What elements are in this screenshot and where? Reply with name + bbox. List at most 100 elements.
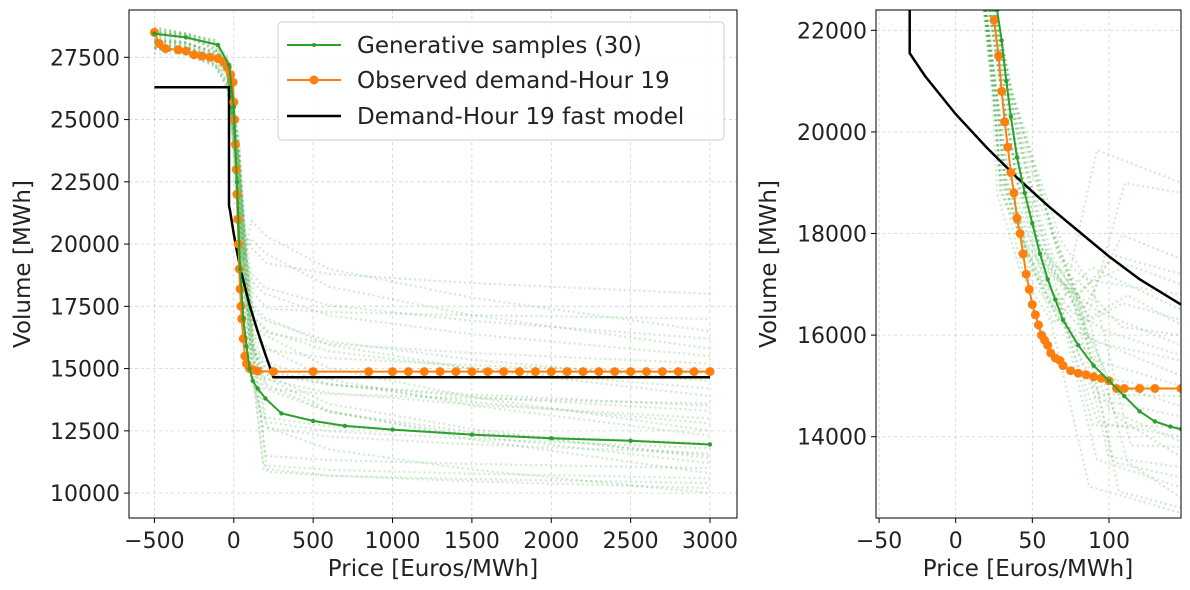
- generative-sample-line: [154, 40, 711, 485]
- zoom-generative-sample-highlighted-line: [996, 10, 1181, 431]
- main-observed-demand-hour-19-point: [253, 366, 263, 376]
- main-x-ticks: −500 0 500 1000 1500 2000 2500 3000: [124, 518, 738, 554]
- zoom-generative-samples: [982, 10, 1181, 514]
- zoom-x-ticks: −50 0 50 100: [856, 518, 1130, 554]
- zoom-observed-demand-hour-19-point: [997, 86, 1007, 96]
- main-generative-sample-highlighted-point: [231, 104, 236, 110]
- zoom-observed-demand-hour-19-point: [1024, 284, 1034, 294]
- main-observed-demand-hour-19-point: [673, 367, 683, 377]
- main-generative-sample-highlighted-point: [183, 35, 189, 40]
- generative-sample-line: [989, 10, 1181, 479]
- main-y-tick-label: 12500: [50, 420, 120, 445]
- zoom-observed-demand-hour-19-point: [1009, 188, 1019, 198]
- legend-observed-marker: [309, 75, 319, 85]
- main-generative-sample-highlighted-point: [237, 266, 243, 272]
- generative-sample-line: [154, 47, 711, 412]
- zoom-y-tick-label: 18000: [797, 223, 867, 248]
- generative-sample-line: [984, 10, 1181, 377]
- zoom-x-tick-label: 50: [1018, 529, 1046, 554]
- main-observed-demand-hour-19-point: [435, 367, 445, 377]
- zoom-generative-sample-highlighted-point: [994, 10, 1000, 13]
- main-observed-demand-hour-19-point: [197, 51, 207, 61]
- main-generative-sample-highlighted-point: [263, 396, 268, 401]
- zoom-generative-sample-highlighted-point: [1060, 317, 1066, 323]
- main-observed-demand-hour-19-point: [205, 52, 215, 62]
- main-y-tick-label: 27500: [50, 46, 120, 71]
- main-observed-demand-hour-19-point: [594, 367, 604, 377]
- generative-sample-line: [992, 10, 1181, 337]
- zoom-y-axis-label: Volume [MWh]: [756, 180, 782, 348]
- zoom-generative-sample-highlighted-point: [1037, 251, 1043, 256]
- zoom-observed-demand-hour-19-point: [1012, 213, 1022, 223]
- zoom-generative-sample-highlighted-point: [1014, 155, 1020, 160]
- main-observed-demand-hour-19-point: [578, 367, 588, 377]
- zoom-generative-sample-highlighted-point: [1137, 409, 1142, 414]
- main-generative-sample-highlighted-point: [152, 31, 157, 36]
- zoom-generative-sample-highlighted-point: [1053, 297, 1058, 302]
- legend-entry-observed: Observed demand-Hour 19: [287, 68, 670, 94]
- main-x-tick-label: 500: [292, 529, 334, 554]
- main-generative-sample-highlighted-point: [707, 442, 713, 447]
- zoom-generative-sample-highlighted-point: [1076, 343, 1081, 348]
- main-generative-sample-highlighted-point: [215, 42, 221, 48]
- zoom-observed-demand-hour-19-point: [1043, 340, 1053, 350]
- generative-sample-line: [154, 31, 711, 340]
- zoom-y-tick-label: 14000: [797, 426, 867, 451]
- main-x-tick-label: 1500: [444, 529, 500, 554]
- main-lines: [149, 27, 715, 447]
- main-observed-demand-hour-19-point: [235, 284, 245, 294]
- main-y-ticks: 10000 12500 15000 17500 20000 22500 25000 27500: [50, 46, 129, 507]
- zoom-observed-demand-hour-19-point: [1000, 117, 1010, 127]
- main-observed-demand-hour-19-point: [546, 367, 556, 377]
- generative-sample-line: [154, 46, 711, 437]
- main-x-tick-label: 2500: [603, 529, 659, 554]
- zoom-observed-demand-hour-19-point: [1176, 384, 1181, 393]
- generative-sample-line: [982, 10, 1181, 514]
- main-observed-demand-hour-19-point: [562, 367, 572, 377]
- zoom-observed-demand-hour-19-point: [1073, 368, 1083, 378]
- zoom-y-tick-label: 20000: [797, 121, 867, 146]
- zoom-lines: [908, 10, 1181, 432]
- main-observed-demand-hour-19-point: [705, 367, 715, 377]
- zoom-observed-demand-hour-19-point: [1021, 269, 1031, 279]
- zoom-observed-demand-hour-19-point: [989, 15, 999, 25]
- main-observed-demand-hour-19-point: [388, 367, 397, 377]
- main-observed-demand-hour-19-point: [467, 367, 477, 377]
- legend: Generative samples (30) Observed demand-…: [277, 21, 725, 141]
- main-chart: −500 0 500 1000 1500 2000 2500 3000 10000125001…: [10, 9, 738, 582]
- zoom-observed-demand-hour-19-point: [994, 51, 1004, 61]
- main-observed-demand-hour-19-point: [451, 367, 461, 377]
- generative-sample-line: [154, 46, 711, 490]
- main-observed-demand-hour-19-point: [499, 367, 509, 377]
- zoom-generative-sample-highlighted-point: [1030, 221, 1035, 226]
- generative-sample-line: [154, 45, 711, 425]
- main-y-tick-label: 15000: [50, 358, 120, 383]
- zoom-observed-demand-hour-19-point: [1030, 310, 1040, 320]
- legend-frame: [277, 21, 725, 141]
- main-y-axis-label: Volume [MWh]: [10, 180, 36, 348]
- main-observed-demand-hour-19-point: [530, 367, 540, 377]
- zoom-observed-demand-hour-19-point: [1018, 249, 1028, 259]
- main-observed-demand-hour-19-point: [626, 367, 636, 377]
- generative-sample-line: [992, 10, 1181, 325]
- generative-sample-line: [154, 39, 711, 407]
- main-generative-sample-highlighted-point: [234, 179, 240, 184]
- main-observed-demand-hour-19-point: [364, 367, 374, 377]
- generative-sample-line: [154, 34, 711, 390]
- generative-sample-line: [991, 10, 1181, 509]
- main-observed-demand-hour-19-point: [403, 367, 413, 377]
- main-generative-sample-highlighted-point: [310, 418, 316, 424]
- zoom-plot-frame: [875, 9, 1182, 519]
- main-observed-demand-hour-19-point: [161, 44, 170, 54]
- zoom-observed-demand-hour-19-point: [1003, 142, 1013, 152]
- zoom-observed-demand-hour-19-point: [1135, 384, 1145, 393]
- zoom-y-ticks: 14000 16000 18000 20000 22000: [797, 19, 876, 451]
- main-generative-sample-highlighted-point: [247, 366, 252, 371]
- main-x-tick-label: −500: [124, 529, 184, 554]
- zoom-generative-sample-highlighted-point: [1045, 277, 1050, 282]
- zoom-generative-sample-highlighted-point: [999, 38, 1004, 43]
- main-observed-demand-hour-19-point: [173, 45, 183, 55]
- generative-sample-line: [983, 10, 1181, 326]
- legend-generative-label: Generative samples (30): [357, 33, 642, 59]
- generative-sample-line: [154, 39, 711, 383]
